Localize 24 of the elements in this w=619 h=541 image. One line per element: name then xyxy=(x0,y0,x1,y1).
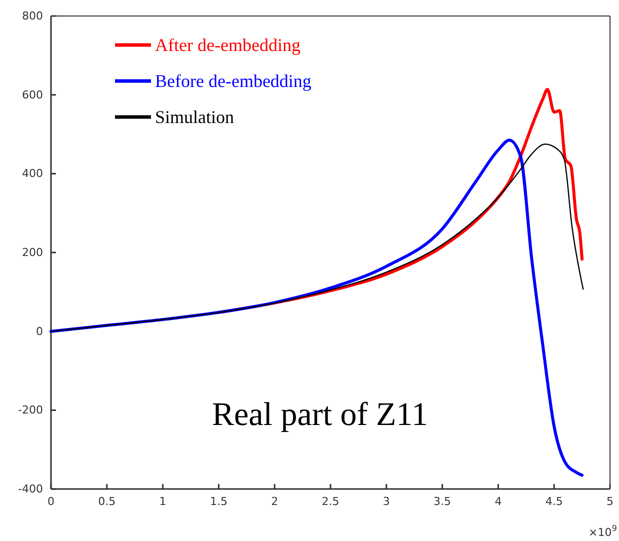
y-tick-label: 800 xyxy=(22,10,43,23)
x-tick-label: 2.5 xyxy=(322,494,340,508)
legend-label: Before de-embedding xyxy=(155,71,312,91)
x-tick-label: 0 xyxy=(48,494,54,508)
y-tick-label: 600 xyxy=(22,88,43,102)
x-tick-label: 5 xyxy=(606,494,614,508)
y-tick-label: 400 xyxy=(22,167,43,180)
legend-label: After de-embedding xyxy=(155,35,300,55)
x-tick-label: 1.5 xyxy=(210,494,228,508)
x-tick-label: 4.5 xyxy=(545,494,563,508)
y-tick-label: -400 xyxy=(18,482,43,496)
x-tick-label: 0.5 xyxy=(98,494,116,508)
y-tick-label: 0 xyxy=(36,324,43,338)
annotation: Real part of Z11 xyxy=(212,397,428,433)
text: ×10$^{9}$ xyxy=(588,523,617,539)
x-tick-label: 3.5 xyxy=(434,494,452,508)
x-tick-label: 4 xyxy=(494,494,502,508)
x-tick-label: 3 xyxy=(382,494,390,508)
y-tick-label: -200 xyxy=(18,404,43,417)
x-tick-label: 2 xyxy=(271,494,278,508)
line-series xyxy=(50,144,584,332)
y-tick-label: 200 xyxy=(22,246,43,260)
x-tick-label: 1 xyxy=(159,494,166,508)
legend-label: Simulation xyxy=(155,107,234,127)
